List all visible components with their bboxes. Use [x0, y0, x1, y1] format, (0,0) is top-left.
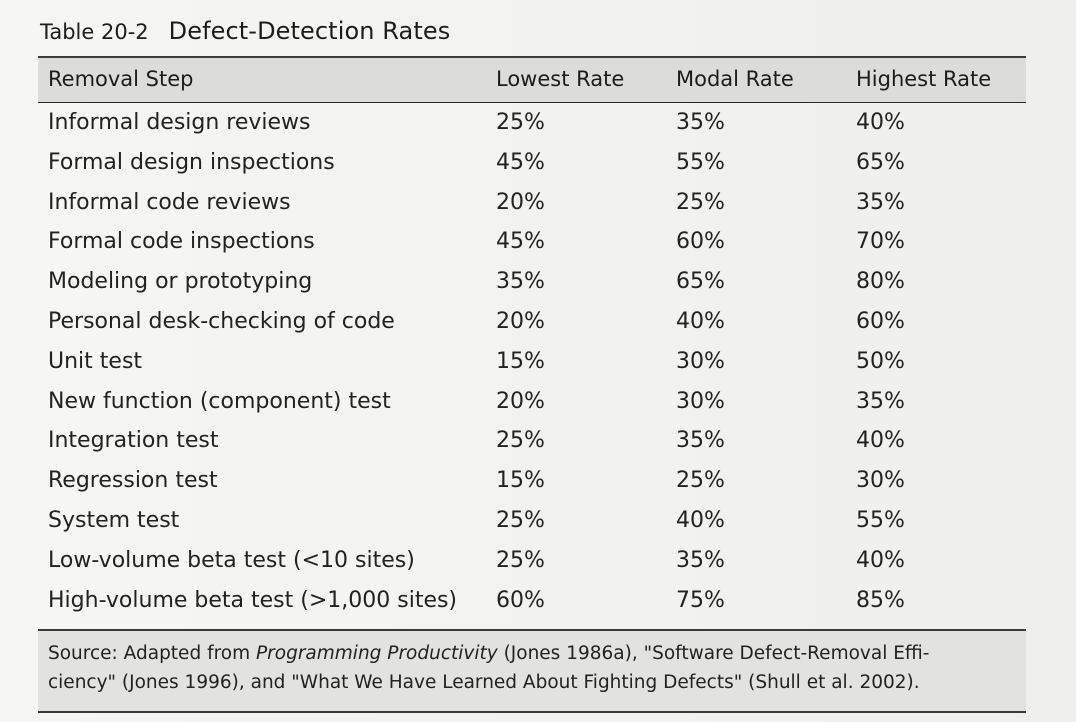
source-prefix: Source: Adapted from [48, 643, 256, 665]
removal-step-cell: Regression test [48, 468, 218, 494]
defect-rates-table: Removal Step Lowest Rate Modal Rate High… [38, 56, 1026, 714]
highest-rate-cell: 35% [856, 189, 905, 215]
modal-rate-cell: 25% [676, 468, 725, 494]
source-book-title: Programming Productivity [256, 643, 498, 665]
highest-rate-cell: 65% [856, 149, 905, 175]
table-row: Integration test 25% 35% 40% [38, 421, 1026, 461]
source-line-1: Source: Adapted from Programming Product… [48, 639, 1016, 668]
table-header-row: Removal Step Lowest Rate Modal Rate High… [38, 56, 1026, 103]
table-body: Informal design reviews 25% 35% 40% Form… [38, 103, 1026, 620]
modal-rate-cell: 75% [676, 587, 725, 613]
highest-rate-cell: 30% [856, 468, 905, 494]
table-name: Defect-Detection Rates [168, 17, 451, 45]
highest-rate-cell: 40% [856, 428, 905, 454]
table-row: High-volume beta test (>1,000 sites) 60%… [38, 581, 1026, 621]
table-row: Modeling or prototyping 35% 65% 80% [38, 262, 1026, 302]
lowest-rate-cell: 20% [496, 388, 545, 414]
table-row: Personal desk-checking of code 20% 40% 6… [38, 302, 1026, 342]
removal-step-cell: New function (component) test [48, 388, 391, 414]
source-line-1-rest: (Jones 1986a), "Software Defect-Removal … [497, 643, 930, 665]
removal-step-cell: Unit test [48, 348, 143, 374]
removal-step-cell: System test [48, 507, 180, 533]
lowest-rate-cell: 15% [496, 348, 545, 374]
removal-step-cell: Informal design reviews [48, 110, 311, 135]
table-row: Regression test 15% 25% 30% [38, 461, 1026, 501]
table-row: Low-volume beta test (<10 sites) 25% 35%… [38, 541, 1026, 581]
table-title: Table 20-2 Defect-Detection Rates [40, 14, 450, 49]
removal-step-cell: Formal code inspections [48, 229, 315, 255]
table-row: System test 25% 40% 55% [38, 501, 1026, 541]
modal-rate-cell: 35% [676, 428, 725, 454]
highest-rate-cell: 80% [856, 269, 905, 295]
highest-rate-cell: 55% [856, 507, 905, 533]
source-line-2: ciency" (Jones 1996), and "What We Have … [48, 672, 920, 694]
removal-step-cell: Integration test [48, 428, 219, 454]
highest-rate-cell: 40% [856, 110, 905, 135]
lowest-rate-cell: 60% [496, 587, 545, 613]
modal-rate-cell: 55% [676, 149, 725, 175]
lowest-rate-cell: 45% [496, 229, 545, 255]
header-highest-rate: Highest Rate [856, 67, 992, 91]
table-row: Formal code inspections 45% 60% 70% [38, 222, 1026, 262]
modal-rate-cell: 35% [676, 110, 725, 135]
modal-rate-cell: 25% [676, 189, 725, 215]
highest-rate-cell: 70% [856, 229, 905, 255]
table-source-note: Source: Adapted from Programming Product… [38, 629, 1026, 714]
modal-rate-cell: 35% [676, 547, 725, 573]
removal-step-cell: Personal desk-checking of code [48, 308, 395, 334]
removal-step-cell: Informal code reviews [48, 189, 291, 215]
lowest-rate-cell: 20% [496, 189, 545, 215]
header-removal-step: Removal Step [48, 67, 194, 91]
table-row: New function (component) test 20% 30% 35… [38, 382, 1026, 422]
modal-rate-cell: 30% [676, 348, 725, 374]
lowest-rate-cell: 25% [496, 507, 545, 533]
lowest-rate-cell: 25% [496, 428, 545, 454]
table-row: Informal design reviews 25% 35% 40% [38, 103, 1026, 143]
table-row: Informal code reviews 20% 25% 35% [38, 183, 1026, 223]
removal-step-cell: Modeling or prototyping [48, 269, 313, 295]
lowest-rate-cell: 15% [496, 468, 545, 494]
table-row: Unit test 15% 30% 50% [38, 342, 1026, 382]
removal-step-cell: High-volume beta test (>1,000 sites) [48, 587, 458, 613]
modal-rate-cell: 30% [676, 388, 725, 414]
header-lowest-rate: Lowest Rate [496, 67, 625, 91]
header-modal-rate: Modal Rate [676, 67, 794, 91]
table-row: Formal design inspections 45% 55% 65% [38, 143, 1026, 183]
lowest-rate-cell: 20% [496, 308, 545, 334]
removal-step-cell: Low-volume beta test (<10 sites) [48, 547, 415, 573]
lowest-rate-cell: 45% [496, 149, 545, 175]
highest-rate-cell: 85% [856, 587, 905, 613]
modal-rate-cell: 40% [676, 507, 725, 533]
highest-rate-cell: 40% [856, 547, 905, 573]
lowest-rate-cell: 25% [496, 547, 545, 573]
highest-rate-cell: 50% [856, 348, 905, 374]
modal-rate-cell: 60% [676, 229, 725, 255]
table-number: Table 20-2 [40, 20, 149, 44]
lowest-rate-cell: 35% [496, 269, 545, 295]
removal-step-cell: Formal design inspections [48, 149, 335, 175]
lowest-rate-cell: 25% [496, 110, 545, 135]
highest-rate-cell: 35% [856, 388, 905, 414]
modal-rate-cell: 40% [676, 308, 725, 334]
highest-rate-cell: 60% [856, 308, 905, 334]
modal-rate-cell: 65% [676, 269, 725, 295]
